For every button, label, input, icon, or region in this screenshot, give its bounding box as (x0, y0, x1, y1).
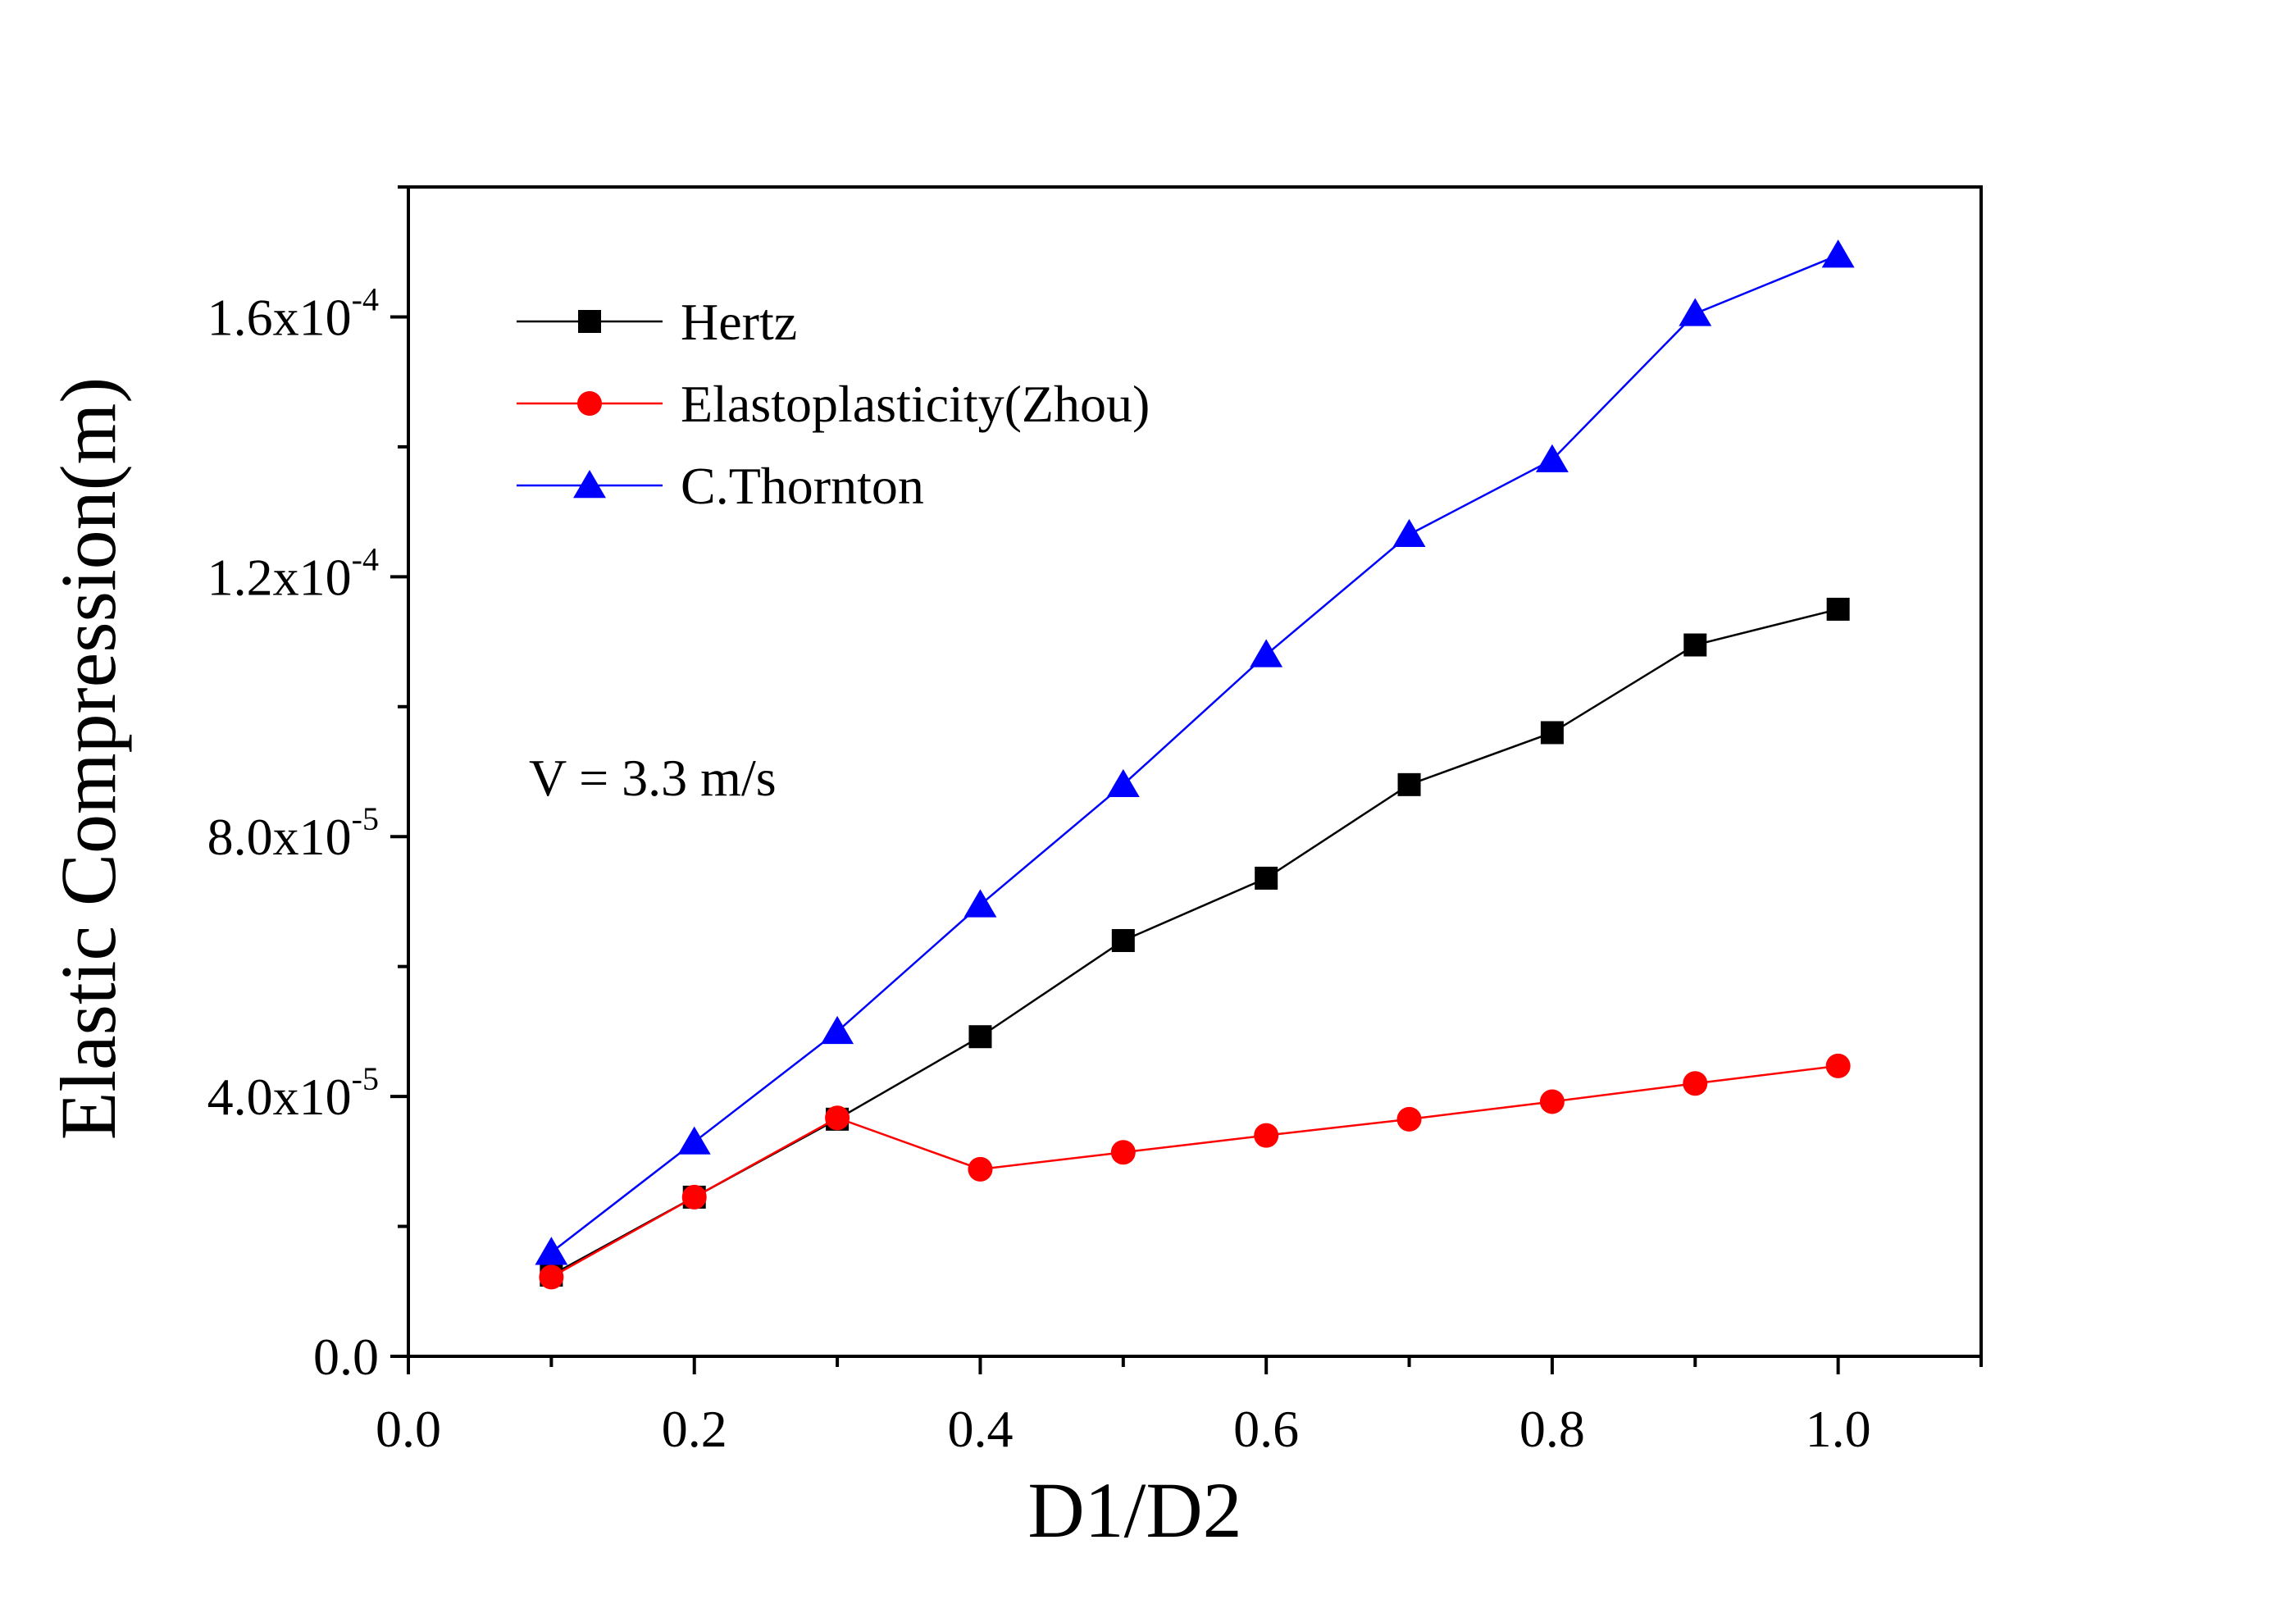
series-elastoplasticity-zhou (539, 1053, 1851, 1290)
data-point-c-thornton (1250, 639, 1283, 667)
series-line-hertz (550, 608, 1838, 1277)
data-point-elastoplasticity-zhou (1254, 1123, 1279, 1148)
plot-frame (407, 185, 1983, 1358)
data-point-elastoplasticity-zhou (1683, 1071, 1708, 1096)
legend-label: Hertz (681, 293, 797, 351)
legend-label: C.Thornton (681, 457, 924, 515)
data-point-hertz (968, 1025, 992, 1049)
data-point-hertz (1397, 772, 1421, 796)
y-axis-title: Elastic Compression(m) (44, 377, 132, 1141)
y-tick-mantissa: 4.0x10 (207, 1068, 352, 1126)
y-tick-exponent: -4 (352, 540, 379, 577)
y-tick-label: 8.0x10-5 (207, 800, 379, 866)
data-point-c-thornton (1821, 239, 1855, 268)
x-tick-label: 1.0 (1806, 1400, 1871, 1458)
series-line-c-thornton (550, 254, 1839, 1254)
x-tick-label: 0.2 (662, 1400, 727, 1458)
data-point-c-thornton (963, 889, 997, 918)
data-point-hertz (1683, 633, 1707, 657)
data-point-hertz (1111, 928, 1135, 952)
legend-marker (573, 470, 606, 499)
y-tick-exponent: -4 (352, 280, 379, 317)
x-tick-label: 0.4 (947, 1400, 1013, 1458)
x-tick-label: 0.6 (1233, 1400, 1299, 1458)
y-tick-label: 1.6x10-4 (207, 280, 379, 346)
data-point-elastoplasticity-zhou (1396, 1106, 1422, 1132)
data-point-c-thornton (1106, 768, 1140, 798)
data-point-c-thornton (535, 1237, 568, 1265)
y-tick-mantissa: 0.0 (313, 1328, 379, 1386)
data-point-elastoplasticity-zhou (1825, 1053, 1851, 1078)
legend-marker (578, 310, 601, 333)
data-point-elastoplasticity-zhou (825, 1105, 850, 1131)
data-point-elastoplasticity-zhou (681, 1184, 707, 1210)
y-tick-mantissa: 1.2x10 (207, 548, 352, 606)
y-tick-label: 1.2x10-4 (207, 540, 379, 606)
legend-item-c-thornton: C.Thornton (517, 457, 924, 515)
data-point-c-thornton (821, 1015, 854, 1045)
series-hertz (540, 597, 1850, 1287)
y-tick-exponent: -5 (352, 1060, 379, 1097)
legend-marker (577, 391, 602, 416)
series-c-thornton (535, 239, 1855, 1265)
x-tick-label: 0.0 (376, 1400, 441, 1458)
legend-item-elastoplasticity-zhou: Elastoplasticity(Zhou) (517, 375, 1150, 433)
series-layer (535, 239, 1855, 1290)
data-point-elastoplasticity-zhou (968, 1156, 993, 1182)
annotation-velocity: V = 3.3 m/s (529, 749, 777, 807)
y-tick-exponent: -5 (352, 800, 379, 837)
data-point-c-thornton (1392, 518, 1426, 548)
y-tick-mantissa: 8.0x10 (207, 808, 352, 866)
legend: Hertz Elastoplasticity(Zhou) C.Thornton (517, 293, 1150, 515)
data-point-elastoplasticity-zhou (539, 1264, 564, 1290)
x-tick-label: 0.8 (1519, 1400, 1585, 1458)
legend-label: Elastoplasticity(Zhou) (681, 375, 1150, 433)
y-tick-label: 0.0 (313, 1328, 379, 1386)
series-line-elastoplasticity-zhou (550, 1064, 1838, 1278)
data-point-c-thornton (1679, 298, 1712, 326)
data-point-elastoplasticity-zhou (1539, 1089, 1565, 1114)
data-point-elastoplasticity-zhou (1110, 1140, 1136, 1165)
data-point-hertz (1826, 597, 1850, 621)
x-axis: 0.0 0.2 0.4 0.6 0.8 1.0 (376, 1356, 1983, 1458)
y-tick-mantissa: 1.6x10 (207, 288, 352, 346)
x-axis-title: D1/D2 (1027, 1466, 1241, 1554)
y-axis: 0.04.0x10-58.0x10-51.2x10-41.6x10-4 (207, 185, 408, 1386)
data-point-c-thornton (677, 1126, 711, 1155)
y-tick-label: 4.0x10-5 (207, 1060, 379, 1126)
legend-item-hertz: Hertz (517, 293, 797, 351)
data-point-c-thornton (1535, 444, 1569, 472)
data-point-hertz (1540, 721, 1564, 745)
data-point-hertz (1255, 866, 1278, 890)
